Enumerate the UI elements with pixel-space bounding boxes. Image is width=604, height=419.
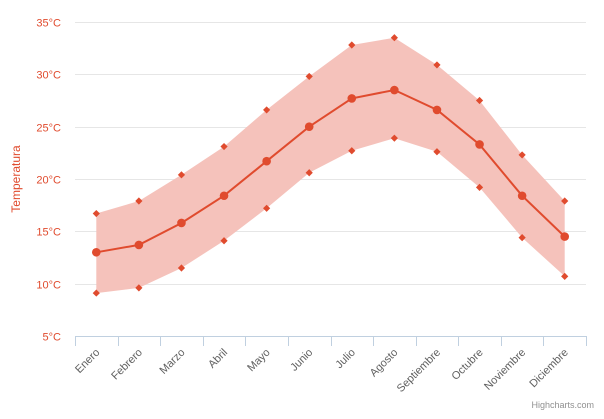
range-high-point[interactable]: [475, 96, 484, 105]
range-low-point[interactable]: [433, 148, 441, 156]
markers: [91, 34, 570, 297]
mean-point[interactable]: [560, 232, 570, 241]
range-high-point[interactable]: [305, 72, 313, 81]
mean-point[interactable]: [219, 191, 229, 201]
range-high-point[interactable]: [177, 171, 186, 179]
x-tick-label: Mayo: [245, 347, 273, 375]
range-low-point[interactable]: [220, 237, 228, 245]
x-tick-label: Julio: [333, 347, 357, 371]
range-low-point[interactable]: [348, 147, 356, 155]
range-area: [96, 37, 565, 294]
y-tick-label: 25°C: [36, 123, 61, 135]
x-tick-label: Enero: [73, 347, 102, 376]
range-high-point[interactable]: [220, 142, 228, 151]
range-high-point[interactable]: [390, 34, 398, 42]
x-tick-label: Junio: [288, 347, 315, 374]
y-tick-label: 10°C: [36, 280, 61, 292]
range-low-point[interactable]: [475, 183, 484, 191]
y-tick-label: 20°C: [36, 175, 61, 187]
range-low-point[interactable]: [390, 134, 398, 142]
range-low-point[interactable]: [263, 204, 271, 212]
x-tick-label: Marzo: [157, 347, 187, 377]
x-tick-label: Febrero: [109, 347, 145, 383]
range-high-point[interactable]: [518, 151, 526, 159]
x-tick-label: Abril: [206, 347, 230, 371]
range-high-point[interactable]: [561, 197, 569, 205]
x-tick-label: Octubre: [450, 347, 486, 383]
mean-point[interactable]: [134, 240, 144, 250]
range-low-point[interactable]: [177, 264, 186, 272]
range-low-point[interactable]: [305, 169, 313, 177]
mean-point[interactable]: [390, 85, 399, 95]
mean-point[interactable]: [304, 122, 314, 131]
temperature-range-area: [96, 37, 565, 294]
range-high-point[interactable]: [433, 61, 441, 69]
x-tick-label: Septiembre: [395, 347, 443, 395]
mean-point[interactable]: [432, 105, 442, 115]
y-tick-label: 35°C: [36, 18, 61, 30]
range-high-point[interactable]: [135, 197, 143, 205]
x-tick-label: Noviembre: [482, 347, 528, 393]
range-low-point[interactable]: [135, 284, 143, 292]
range-low-point[interactable]: [561, 272, 569, 280]
mean-point[interactable]: [517, 191, 527, 201]
range-high-point[interactable]: [348, 41, 356, 49]
mean-line: [96, 88, 566, 254]
mean-temperature-series: [96, 88, 566, 254]
mean-point[interactable]: [475, 140, 484, 149]
mean-point[interactable]: [347, 94, 357, 103]
mean-point[interactable]: [91, 247, 101, 257]
range-high-point[interactable]: [263, 106, 271, 114]
mean-point[interactable]: [262, 156, 271, 166]
x-tick-label: Diciembre: [527, 347, 570, 390]
y-tick-label: 15°C: [36, 227, 61, 239]
range-low-point[interactable]: [518, 234, 526, 242]
y-tick-label: 30°C: [36, 70, 61, 82]
range-high-point[interactable]: [92, 209, 100, 218]
y-axis-title: Temperatura: [9, 145, 23, 213]
mean-point[interactable]: [177, 218, 186, 228]
credits-link[interactable]: Highcharts.com: [531, 400, 594, 410]
x-tick-label: Agosto: [368, 347, 401, 380]
range-low-point[interactable]: [92, 289, 100, 297]
y-tick-label: 5°C: [43, 332, 62, 344]
